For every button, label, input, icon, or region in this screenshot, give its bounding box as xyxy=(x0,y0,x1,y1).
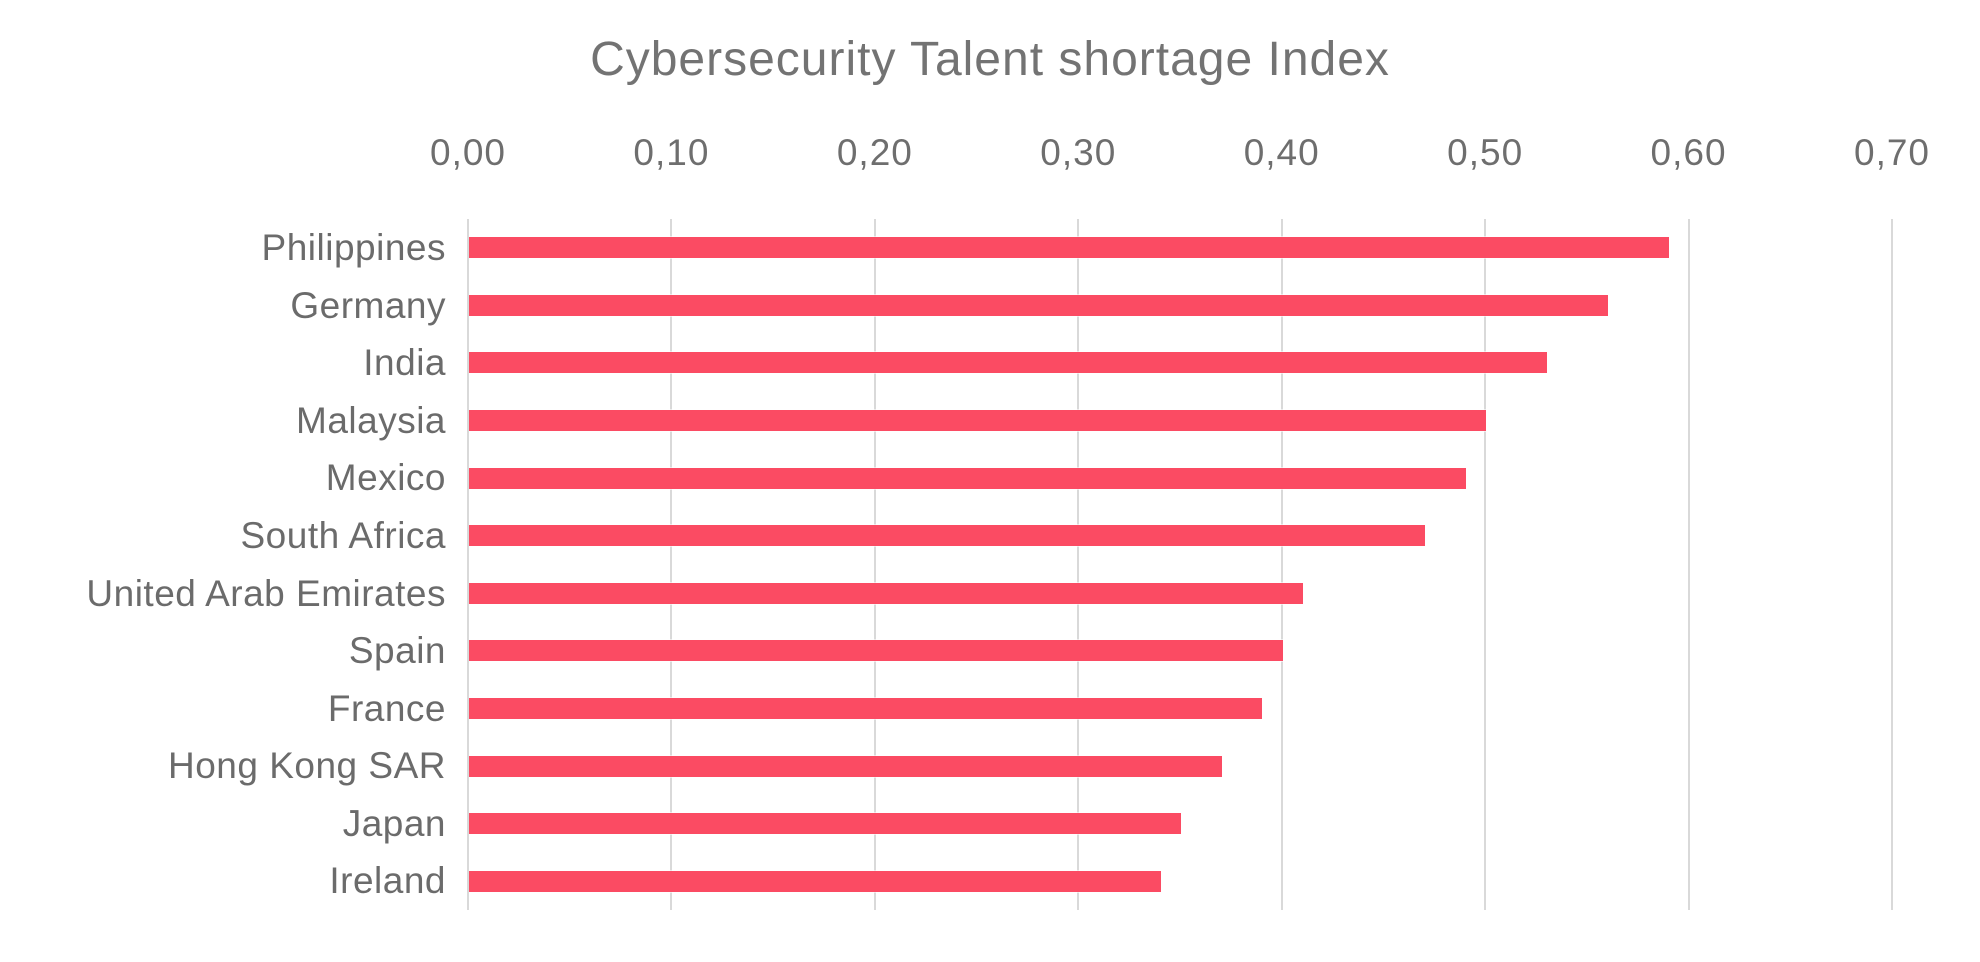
bar-south-africa xyxy=(469,525,1426,547)
x-tick-label: 0,20 xyxy=(836,132,913,173)
category-label: Malaysia xyxy=(296,399,446,441)
category-label: Philippines xyxy=(261,227,446,268)
category-label: France xyxy=(327,687,446,729)
category-label: Spain xyxy=(348,630,446,672)
bar-germany xyxy=(469,294,1609,316)
vertical-gridline xyxy=(1687,219,1690,910)
bar-spain xyxy=(469,640,1283,662)
bar-india xyxy=(469,352,1548,374)
x-tick-label: 0,50 xyxy=(1447,132,1524,173)
category-label: United Arab Emirates xyxy=(86,572,446,614)
category-label: South Africa xyxy=(240,514,446,556)
category-label: Hong Kong SAR xyxy=(167,745,446,787)
y-axis-category-labels: Philippines Germany India Malaysia Mexico Sou… xyxy=(0,219,446,910)
plot-area xyxy=(467,219,1893,910)
bar-malaysia xyxy=(469,410,1487,432)
vertical-gridline xyxy=(1077,219,1080,910)
category-label: Mexico xyxy=(325,457,446,499)
x-tick-label: 0,40 xyxy=(1243,132,1320,173)
vertical-gridline xyxy=(467,219,469,910)
bar-philippines xyxy=(469,237,1670,259)
chart-title: Cybersecurity Talent shortage Index xyxy=(590,33,1390,86)
x-tick-label: 0,60 xyxy=(1650,132,1727,173)
vertical-gridline xyxy=(873,219,876,910)
bar-mexico xyxy=(469,467,1466,489)
vertical-gridline xyxy=(670,219,673,910)
vertical-gridline xyxy=(1484,219,1487,910)
bar-ireland xyxy=(469,870,1161,892)
bar-france xyxy=(469,697,1263,719)
category-label: Japan xyxy=(342,802,446,844)
bar-japan xyxy=(469,813,1181,835)
vertical-gridline xyxy=(1280,219,1283,910)
x-tick-label: 0,00 xyxy=(429,132,507,173)
bar-hong-kong-sar xyxy=(469,755,1222,777)
category-label: Germany xyxy=(290,284,446,326)
vertical-gridline xyxy=(1891,219,1893,910)
bar-united-arab-emirates xyxy=(469,582,1304,604)
x-axis-tick-labels: 0,00 0,10 0,20 0,30 0,40 0,50 0,60 0,70 xyxy=(0,128,1980,178)
category-label: India xyxy=(363,342,446,384)
x-tick-label: 0,70 xyxy=(1853,132,1931,173)
category-label: Ireland xyxy=(329,860,446,902)
x-tick-label: 0,10 xyxy=(633,132,710,173)
x-tick-label: 0,30 xyxy=(1040,132,1117,173)
